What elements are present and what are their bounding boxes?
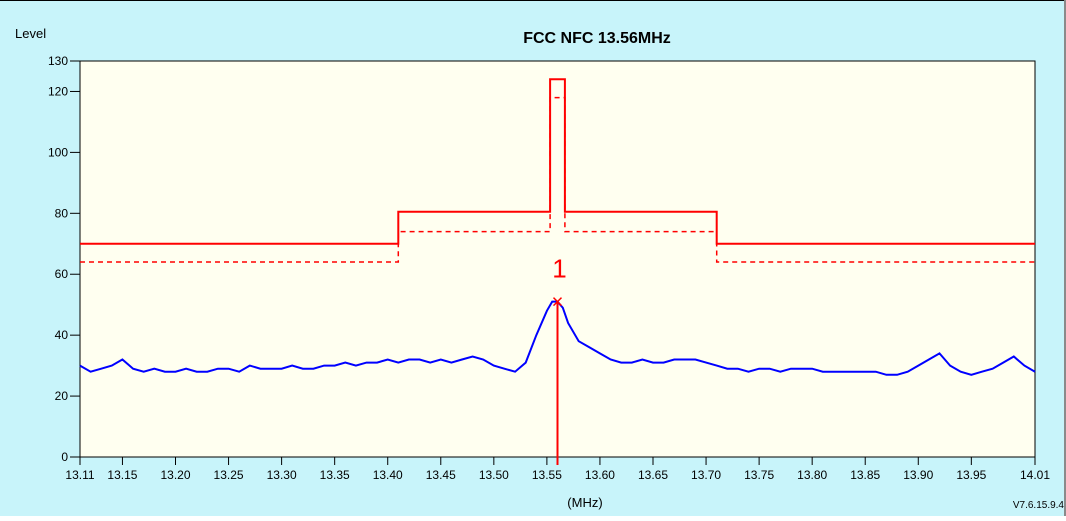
marker-layer: 1 [552,254,567,465]
x-tick-label: 14.01 [1020,468,1050,482]
x-tick-label: 13.90 [903,468,933,482]
marker-point [552,297,563,307]
x-tick-label: 13.45 [426,468,456,482]
y-tick-label: 100 [48,145,68,159]
x-tick-label: 13.75 [744,468,774,482]
y-tick-label: 130 [48,54,68,68]
y-tick-label: 120 [48,84,68,98]
y-tick-label: 0 [61,450,68,464]
x-tick-label: 13.15 [107,468,137,482]
y-axis-ticks: 0 20 40 60 80 100 120 130 [48,54,80,464]
x-tick-label: 13.35 [320,468,350,482]
limit-line-dashed [80,96,1035,263]
x-tick-label: 13.25 [214,468,244,482]
x-tick-label: 13.65 [638,468,668,482]
x-tick-label: 13.95 [956,468,986,482]
x-tick-label: 13.85 [850,468,880,482]
x-tick-label: 13.80 [797,468,827,482]
y-tick-label: 20 [55,389,69,403]
version-label: V7.6.15.9.4 [1013,500,1065,511]
x-axis-title: (MHz) [567,495,602,510]
x-tick-label: 13.20 [160,468,190,482]
x-tick-label: 13.11 [65,468,94,482]
x-tick-label: 13.50 [479,468,509,482]
y-tick-label: 80 [55,206,69,220]
x-tick-label: 13.70 [691,468,721,482]
x-tick-label: 13.60 [585,468,615,482]
x-tick-label: 13.30 [267,468,297,482]
chart-title: FCC NFC 13.56MHz [523,30,671,47]
y-axis-title: Level [15,26,46,41]
x-tick-label: 13.40 [373,468,403,482]
y-tick-label: 40 [55,328,69,342]
y-tick-label: 60 [55,267,69,281]
x-axis-ticks: 13.11 13.15 13.20 13.25 13.30 13.35 13.40 13.45… [65,457,1050,482]
limit-line-solid [80,78,1035,245]
marker-label: 1 [552,254,566,284]
x-tick-label: 13.55 [532,468,562,482]
